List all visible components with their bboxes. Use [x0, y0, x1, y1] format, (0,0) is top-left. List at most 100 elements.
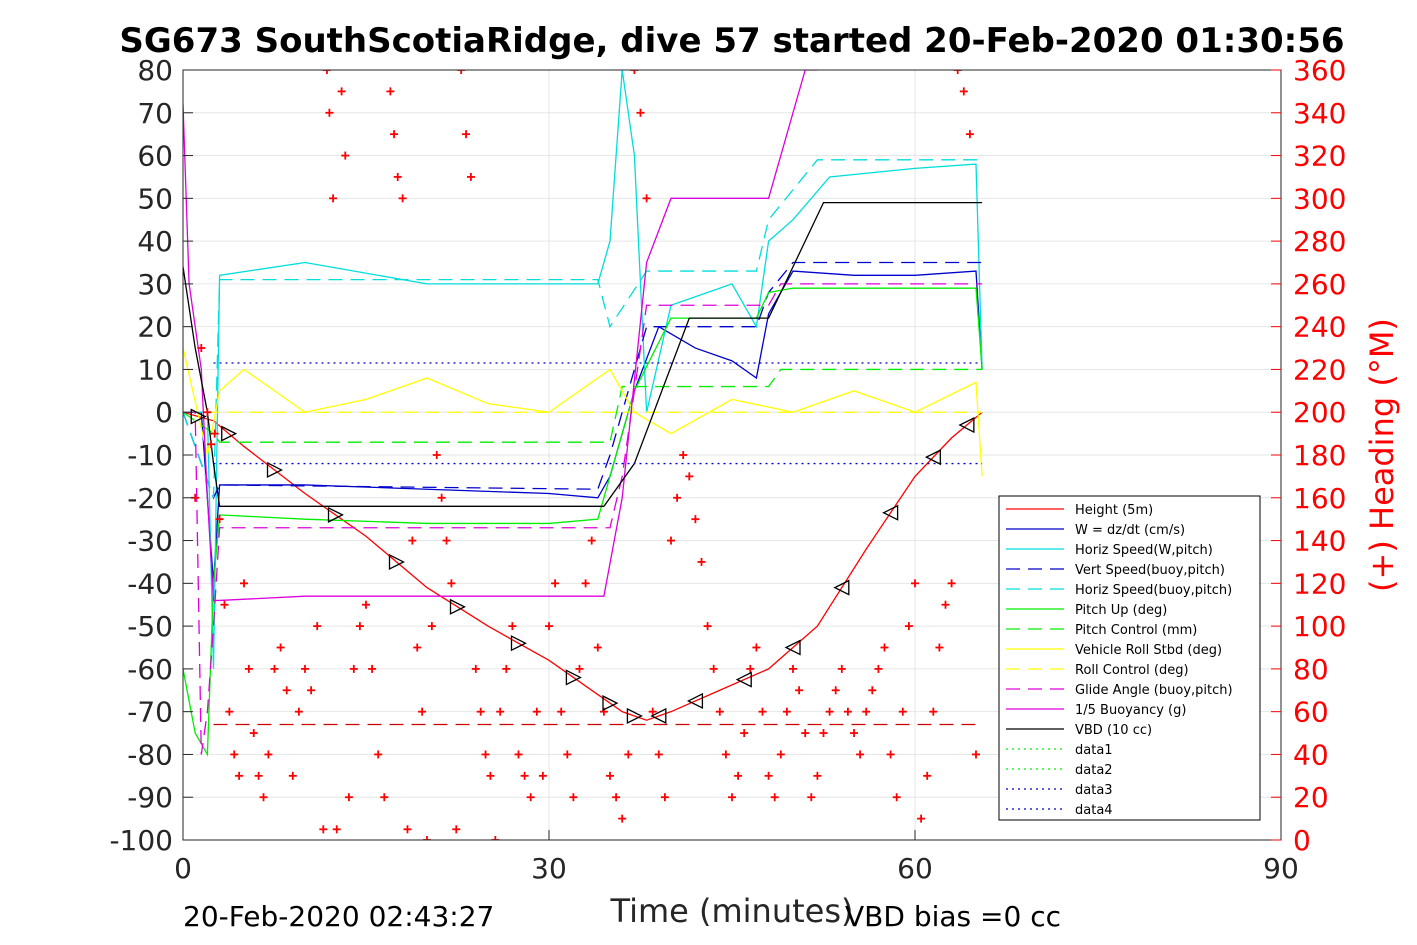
heading-point	[776, 750, 785, 759]
heading-point	[452, 825, 461, 834]
heading-point	[481, 750, 490, 759]
height-marker	[924, 449, 941, 466]
heading-point	[758, 707, 767, 716]
heading-point	[563, 750, 572, 759]
footer-vbd-bias: VBD bias =0 cc	[845, 900, 1061, 933]
heading-point	[294, 707, 303, 716]
heading-point	[892, 793, 901, 802]
heading-point	[679, 451, 688, 459]
heading-point	[941, 600, 950, 609]
legend-entry: W = dz/dt (cm/s)	[1075, 523, 1185, 538]
heading-point	[325, 108, 334, 117]
y-right-tick-label: 320	[1293, 140, 1346, 173]
y-tick-label: -30	[127, 525, 173, 558]
heading-point	[240, 579, 248, 588]
heading-point	[660, 793, 669, 802]
heading-point	[393, 172, 402, 181]
y-right-tick-label: 240	[1293, 311, 1346, 344]
legend-entry: Roll Control (deg)	[1075, 663, 1189, 678]
legend-entry: 1/5 Buoyancy (g)	[1075, 703, 1186, 718]
height-marker	[735, 671, 752, 688]
heading-point	[418, 707, 427, 716]
y-right-tick-label: 180	[1293, 439, 1346, 472]
heading-point	[606, 771, 614, 780]
x-axis-label: Time (minutes)	[610, 892, 854, 930]
heading-point	[408, 536, 417, 545]
height-marker	[565, 669, 582, 686]
y-tick-label: -100	[109, 824, 173, 857]
heading-point	[965, 130, 974, 139]
heading-point	[648, 707, 657, 716]
heading-point	[362, 600, 370, 609]
heading-point	[235, 771, 244, 780]
heading-point	[282, 686, 291, 695]
heading-point	[520, 771, 529, 780]
legend: Height (5m) W = dz/dt (cm/s) Horiz Speed(W…	[998, 495, 1261, 821]
x-tick-label: 0	[174, 852, 192, 885]
heading-point	[332, 825, 341, 834]
heading-point	[587, 536, 596, 545]
height-marker	[266, 461, 283, 479]
heading-point	[355, 622, 364, 631]
heading-point	[220, 600, 229, 609]
heading-point	[721, 750, 730, 759]
y-right-tick-label: 40	[1293, 738, 1329, 771]
heading-point	[630, 70, 639, 74]
heading-point	[215, 515, 224, 524]
y-right-tick-label: 300	[1293, 182, 1346, 215]
y-right-tick-label: 160	[1293, 482, 1346, 515]
series-line-9	[183, 283, 983, 755]
y-right-tick-label: 220	[1293, 353, 1346, 386]
heading-point	[654, 750, 663, 759]
legend-entry: Glide Angle (buoy,pitch)	[1075, 683, 1233, 698]
series-line-2	[183, 70, 983, 669]
heading-point	[898, 707, 907, 716]
y-axis-left: -100-90-80-70-60-50-40-30-20-10010203040…	[109, 54, 193, 857]
heading-point	[886, 750, 895, 759]
heading-point	[911, 579, 919, 588]
heading-point	[691, 515, 700, 524]
heading-point	[929, 707, 938, 716]
y-tick-label: 30	[137, 268, 173, 301]
y-axis-right-label: (+) Heading (°M)	[1363, 318, 1401, 592]
heading-point	[288, 771, 297, 780]
height-marker	[650, 707, 667, 724]
heading-point	[807, 793, 816, 802]
height-marker	[327, 506, 344, 523]
heading-point	[437, 493, 446, 502]
legend-entry: Pitch Control (mm)	[1075, 623, 1197, 638]
y-tick-label: -50	[127, 610, 173, 643]
height-marker	[449, 598, 466, 615]
series-line-3	[183, 261, 983, 500]
heading-point	[491, 836, 500, 840]
heading-point	[423, 836, 431, 840]
heading-point	[703, 622, 712, 631]
legend-box	[998, 495, 1261, 821]
heading-point	[203, 408, 212, 417]
heading-point	[947, 579, 956, 588]
heading-point	[880, 643, 889, 652]
heading-point	[322, 70, 331, 74]
heading-point	[972, 750, 980, 759]
heading-point	[874, 664, 883, 673]
y-tick-label: -10	[127, 439, 173, 472]
height-marker	[190, 408, 207, 425]
y-tick-label: 80	[137, 54, 173, 87]
y-right-tick-label: 340	[1293, 97, 1346, 130]
legend-entry: Pitch Up (deg)	[1075, 603, 1167, 618]
heading-point	[825, 707, 834, 716]
heading-point	[697, 557, 706, 566]
heading-point	[349, 664, 358, 673]
heading-point	[403, 825, 412, 834]
heading-point	[764, 771, 773, 780]
heading-point	[386, 87, 395, 96]
heading-point	[197, 344, 206, 353]
height-marker	[882, 504, 899, 521]
heading-point	[770, 793, 779, 802]
heading-point	[801, 729, 810, 738]
legend-entry: data2	[1075, 763, 1113, 778]
heading-point	[413, 643, 422, 652]
height-marker	[958, 417, 975, 434]
heading-point	[432, 451, 441, 459]
height-marker	[221, 425, 238, 442]
